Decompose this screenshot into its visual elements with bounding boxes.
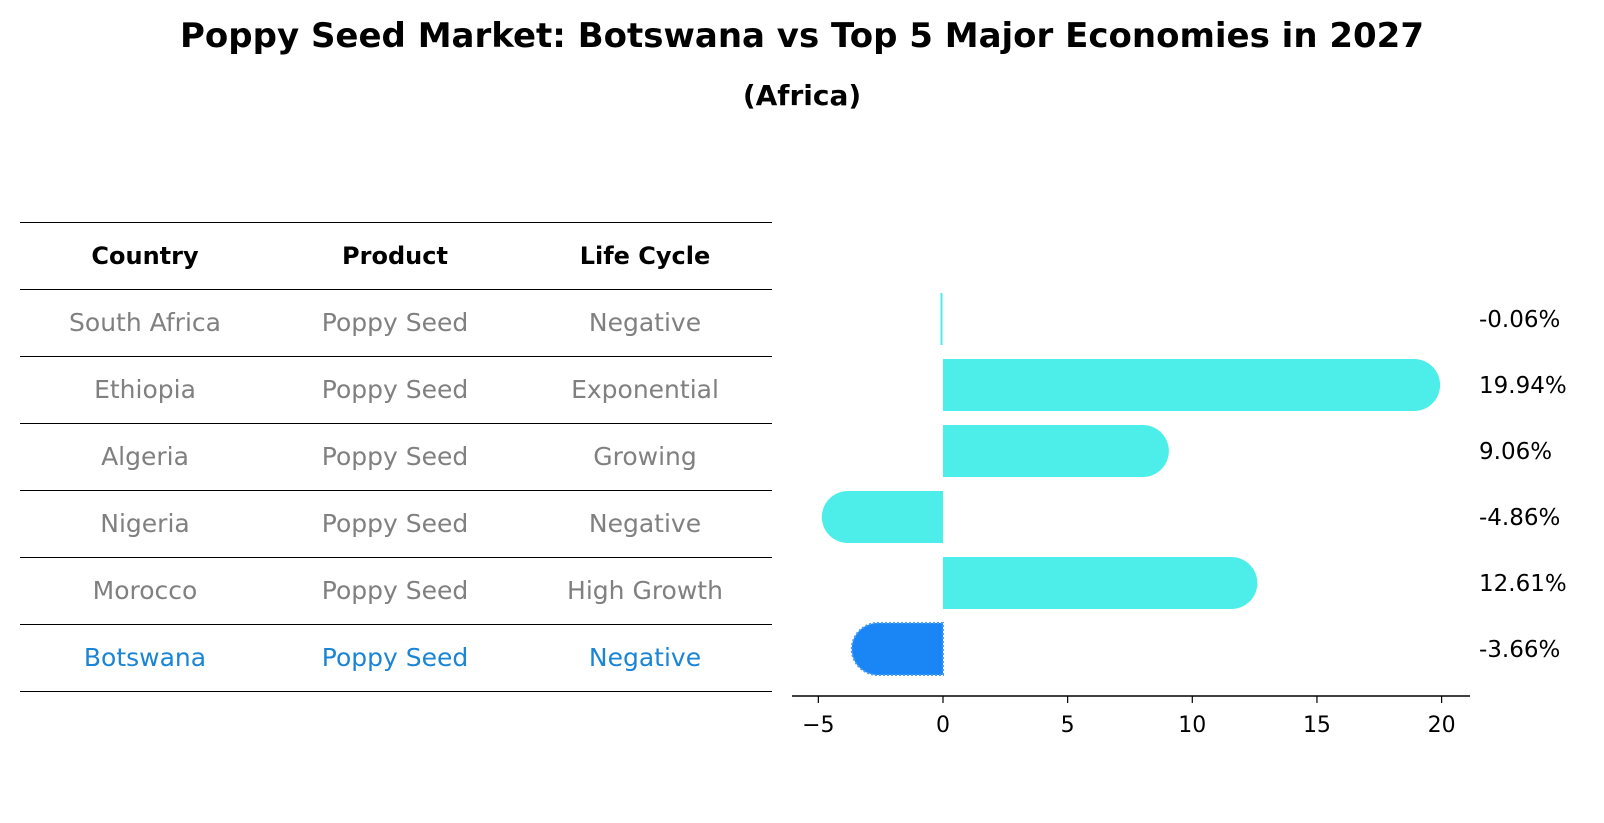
table-header-row: Country Product Life Cycle xyxy=(20,222,772,289)
table-row: Ethiopia Poppy Seed Exponential xyxy=(20,356,772,423)
table-row: Nigeria Poppy Seed Negative xyxy=(20,490,772,557)
cell-product: Poppy Seed xyxy=(321,643,469,672)
cell-country: Algeria xyxy=(101,442,189,471)
bar xyxy=(943,557,1258,609)
cell-life-cycle: Negative xyxy=(588,509,702,538)
data-table: Country Product Life Cycle South Africa … xyxy=(20,222,772,692)
cell-product: Poppy Seed xyxy=(321,375,469,404)
data-label: -3.66% xyxy=(1479,637,1560,663)
cell-country: Ethiopia xyxy=(94,375,196,404)
cell-country: Morocco xyxy=(92,576,198,605)
data-label: -0.06% xyxy=(1479,307,1560,333)
cell-life-cycle: Exponential xyxy=(571,375,719,404)
cell-product: Poppy Seed xyxy=(321,576,469,605)
bar xyxy=(850,622,944,676)
table-row: Algeria Poppy Seed Growing xyxy=(20,423,772,490)
x-tick-label: 0 xyxy=(936,713,950,738)
x-tick-label: 10 xyxy=(1178,713,1206,738)
chart-subtitle: (Africa) xyxy=(742,79,862,112)
cell-life-cycle: Negative xyxy=(588,643,702,672)
data-label: 9.06% xyxy=(1479,439,1552,465)
table-row: Morocco Poppy Seed High Growth xyxy=(20,557,772,624)
chart-title: Poppy Seed Market: Botswana vs Top 5 Maj… xyxy=(179,16,1424,56)
data-label: 19.94% xyxy=(1479,373,1567,399)
bar xyxy=(943,359,1441,411)
header-product: Product xyxy=(342,242,448,270)
data-label: 12.61% xyxy=(1479,571,1567,597)
header-life-cycle: Life Cycle xyxy=(579,242,711,270)
cell-country: Botswana xyxy=(83,643,207,672)
cell-product: Poppy Seed xyxy=(321,442,469,471)
table-row-highlight: Botswana Poppy Seed Negative xyxy=(20,624,772,692)
data-label: -4.86% xyxy=(1479,505,1560,531)
header-country: Country xyxy=(91,242,199,270)
bar xyxy=(821,491,943,543)
bar xyxy=(940,293,943,345)
x-tick-label: 20 xyxy=(1428,713,1456,738)
cell-product: Poppy Seed xyxy=(321,308,469,337)
cell-life-cycle: Growing xyxy=(593,442,697,471)
cell-life-cycle: High Growth xyxy=(567,576,723,605)
cell-product: Poppy Seed xyxy=(321,509,469,538)
table-row: South Africa Poppy Seed Negative xyxy=(20,289,772,356)
x-tick-label: −5 xyxy=(802,713,834,738)
cell-country: South Africa xyxy=(69,308,221,337)
cell-country: Nigeria xyxy=(100,509,190,538)
x-tick-label: 5 xyxy=(1061,713,1075,738)
bar xyxy=(943,425,1169,477)
x-tick-label: 15 xyxy=(1303,713,1331,738)
cell-life-cycle: Negative xyxy=(588,308,702,337)
